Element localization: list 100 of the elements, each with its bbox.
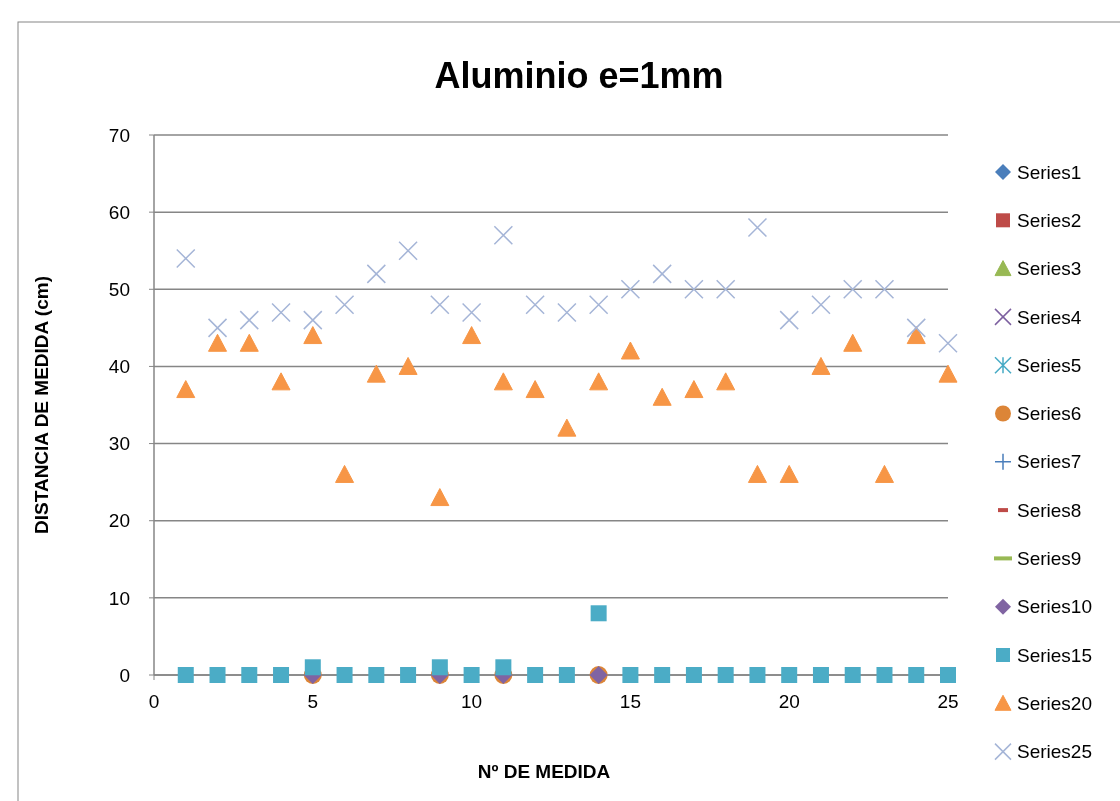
point	[430, 294, 450, 315]
point	[463, 667, 480, 683]
point	[177, 667, 194, 683]
point	[747, 217, 768, 238]
point	[812, 667, 829, 683]
point	[590, 605, 607, 622]
x-axis-title: Nº DE MEDIDA	[477, 761, 611, 782]
point	[303, 326, 323, 345]
point	[271, 372, 291, 391]
point	[495, 659, 512, 676]
point	[843, 333, 863, 352]
x-tick-label: 5	[307, 691, 319, 712]
point	[685, 667, 702, 683]
y-tick-label: 20	[108, 510, 130, 532]
x-tick-label: 25	[937, 691, 959, 712]
y-tick-label: 70	[108, 124, 130, 146]
point	[717, 667, 734, 683]
point	[938, 333, 958, 354]
point	[747, 464, 767, 483]
point	[208, 333, 228, 352]
point	[176, 380, 196, 399]
point	[493, 372, 513, 391]
x-tick-label: 15	[619, 691, 641, 712]
legend-label: Series1	[1017, 161, 1082, 183]
point	[781, 667, 798, 683]
point	[906, 326, 926, 345]
point	[558, 667, 575, 683]
point	[271, 302, 291, 323]
x-tick-label: 0	[148, 691, 160, 712]
y-tick-label: 40	[108, 356, 130, 378]
point	[874, 464, 894, 483]
point	[525, 294, 545, 315]
point	[654, 667, 671, 683]
point	[334, 294, 355, 315]
point	[239, 310, 260, 330]
point	[652, 264, 672, 284]
y-tick-label: 0	[119, 664, 130, 686]
point	[431, 659, 448, 676]
point	[588, 294, 609, 315]
point	[716, 372, 736, 391]
point	[207, 318, 228, 338]
point	[811, 294, 831, 315]
point	[779, 310, 799, 330]
point	[557, 418, 577, 437]
point	[335, 464, 355, 483]
point	[527, 667, 544, 683]
point	[622, 667, 639, 683]
point	[366, 364, 386, 383]
legend-label: Series15	[1017, 644, 1092, 666]
point	[209, 667, 226, 683]
legend-label: Series10	[1017, 596, 1092, 618]
point	[779, 464, 799, 483]
point	[430, 488, 450, 507]
point	[368, 667, 385, 683]
legend-label: Series4	[1017, 306, 1082, 328]
legend-label: Series3	[1017, 258, 1082, 280]
point	[620, 279, 641, 300]
point	[842, 279, 863, 300]
legend-label: Series20	[1017, 692, 1092, 714]
point	[176, 248, 196, 269]
y-tick-label: 60	[108, 201, 130, 223]
legend-label: Series2	[1017, 209, 1082, 231]
point	[239, 333, 259, 352]
point	[620, 341, 640, 360]
legend-label: Series8	[1017, 499, 1082, 521]
point	[906, 318, 926, 338]
point	[684, 380, 704, 399]
point	[940, 667, 956, 683]
point	[303, 310, 323, 330]
point	[336, 667, 353, 683]
point	[589, 372, 609, 391]
point	[684, 279, 704, 300]
legend-label: Series25	[1017, 741, 1092, 763]
point	[241, 667, 258, 683]
y-tick-label: 10	[108, 587, 130, 609]
point	[557, 302, 577, 323]
point	[366, 264, 387, 284]
point	[844, 667, 861, 683]
point	[874, 279, 895, 300]
y-tick-label: 50	[108, 278, 130, 300]
legend-label: Series5	[1017, 354, 1082, 376]
point	[400, 667, 417, 683]
point	[273, 667, 290, 683]
legend-label: Series6	[1017, 403, 1082, 425]
point	[811, 356, 831, 375]
legend-label: Series9	[1017, 548, 1082, 570]
y-tick-label: 30	[108, 433, 130, 455]
y-axis-title: DISTANCIA DE MEDIDA (cm)	[31, 276, 52, 534]
point	[876, 667, 893, 683]
point	[398, 240, 418, 261]
point	[461, 302, 482, 323]
point	[938, 364, 958, 383]
chart-title: Aluminio e=1mm	[434, 55, 724, 96]
point	[304, 659, 321, 676]
point	[462, 326, 482, 345]
point	[652, 387, 672, 406]
point	[493, 225, 514, 246]
x-tick-label: 20	[778, 691, 800, 712]
point	[525, 380, 545, 399]
point	[398, 356, 418, 375]
